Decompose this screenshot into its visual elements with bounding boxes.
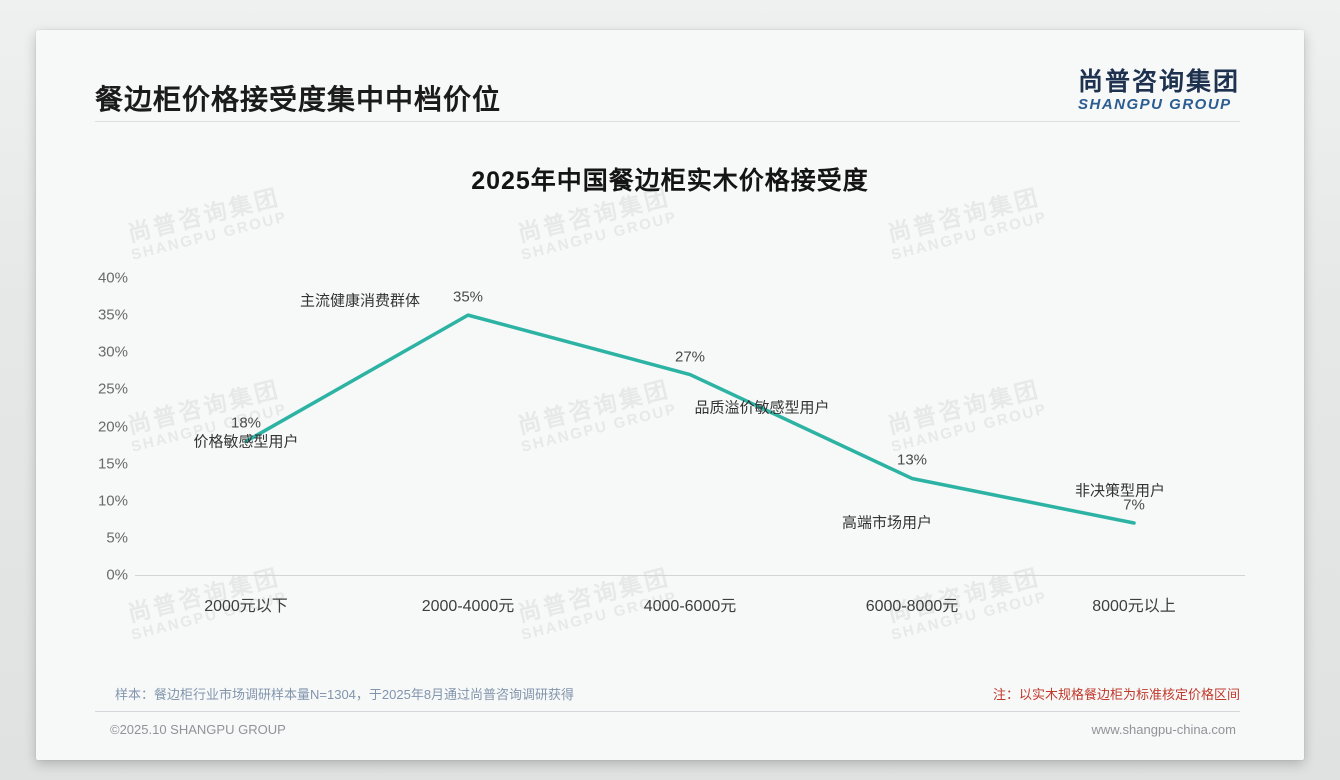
- sample-footnote: 样本：餐边柜行业市场调研样本量N=1304，于2025年8月通过尚普咨询调研获得: [115, 687, 575, 702]
- footer-divider: [95, 711, 1240, 712]
- y-tick-label: 35%: [97, 306, 128, 324]
- website-text: www.shangpu-china.com: [1091, 722, 1236, 737]
- company-logo: 尚普咨询集团 SHANGPU GROUP: [1078, 68, 1240, 113]
- y-tick-label: 40%: [97, 269, 128, 287]
- data-point-label: 18%: [230, 414, 262, 432]
- trend-line: [244, 313, 1136, 525]
- y-tick-label: 15%: [97, 455, 128, 473]
- chart-annotation: 非决策型用户: [1074, 482, 1166, 500]
- data-point-label: 13%: [896, 451, 928, 469]
- chart-annotation: 主流健康消费群体: [299, 292, 421, 310]
- y-tick-label: 30%: [97, 343, 128, 361]
- data-point-label: 27%: [674, 348, 706, 366]
- line-chart: 0% 5% 10% 15% 20% 25% 30% 35% 40% 2000元以下 2000-400…: [36, 30, 1304, 760]
- copyright-text: ©2025.10 SHANGPU GROUP: [110, 722, 286, 737]
- y-tick-label: 0%: [106, 566, 128, 584]
- x-axis-label: 6000-8000元: [865, 598, 959, 615]
- data-point-label: 7%: [1123, 496, 1145, 514]
- y-tick-label: 5%: [106, 529, 128, 547]
- chart-annotation: 品质溢价敏感型用户: [694, 399, 830, 417]
- data-point-label: 35%: [452, 288, 484, 306]
- x-axis-label: 2000元以下: [204, 598, 288, 615]
- logo-english-text: SHANGPU GROUP: [1077, 96, 1232, 113]
- chart-annotation: 价格敏感型用户: [193, 433, 299, 451]
- chart-annotation: 高端市场用户: [841, 514, 933, 532]
- y-tick-label: 25%: [97, 380, 128, 398]
- x-axis-line: [135, 575, 1245, 576]
- price-basis-note: 注：以实木规格餐边柜为标准核定价格区间: [992, 687, 1240, 702]
- x-axis-label: 8000元以上: [1092, 598, 1176, 615]
- page-title: 餐边柜价格接受度集中中档价位: [95, 84, 502, 115]
- header-divider: [95, 121, 1240, 122]
- chart-title: 2025年中国餐边柜实木价格接受度: [471, 167, 869, 195]
- slide-card: 尚普咨询集团 SHANGPU GROUP 尚普咨询集团 SHANGPU GROUP 尚普…: [36, 30, 1304, 760]
- logo-chinese-text: 尚普咨询集团: [1077, 68, 1240, 96]
- x-axis-label: 4000-6000元: [643, 598, 737, 615]
- y-tick-label: 20%: [97, 418, 128, 435]
- x-axis-label: 2000-4000元: [421, 598, 515, 615]
- y-tick-label: 10%: [97, 492, 128, 510]
